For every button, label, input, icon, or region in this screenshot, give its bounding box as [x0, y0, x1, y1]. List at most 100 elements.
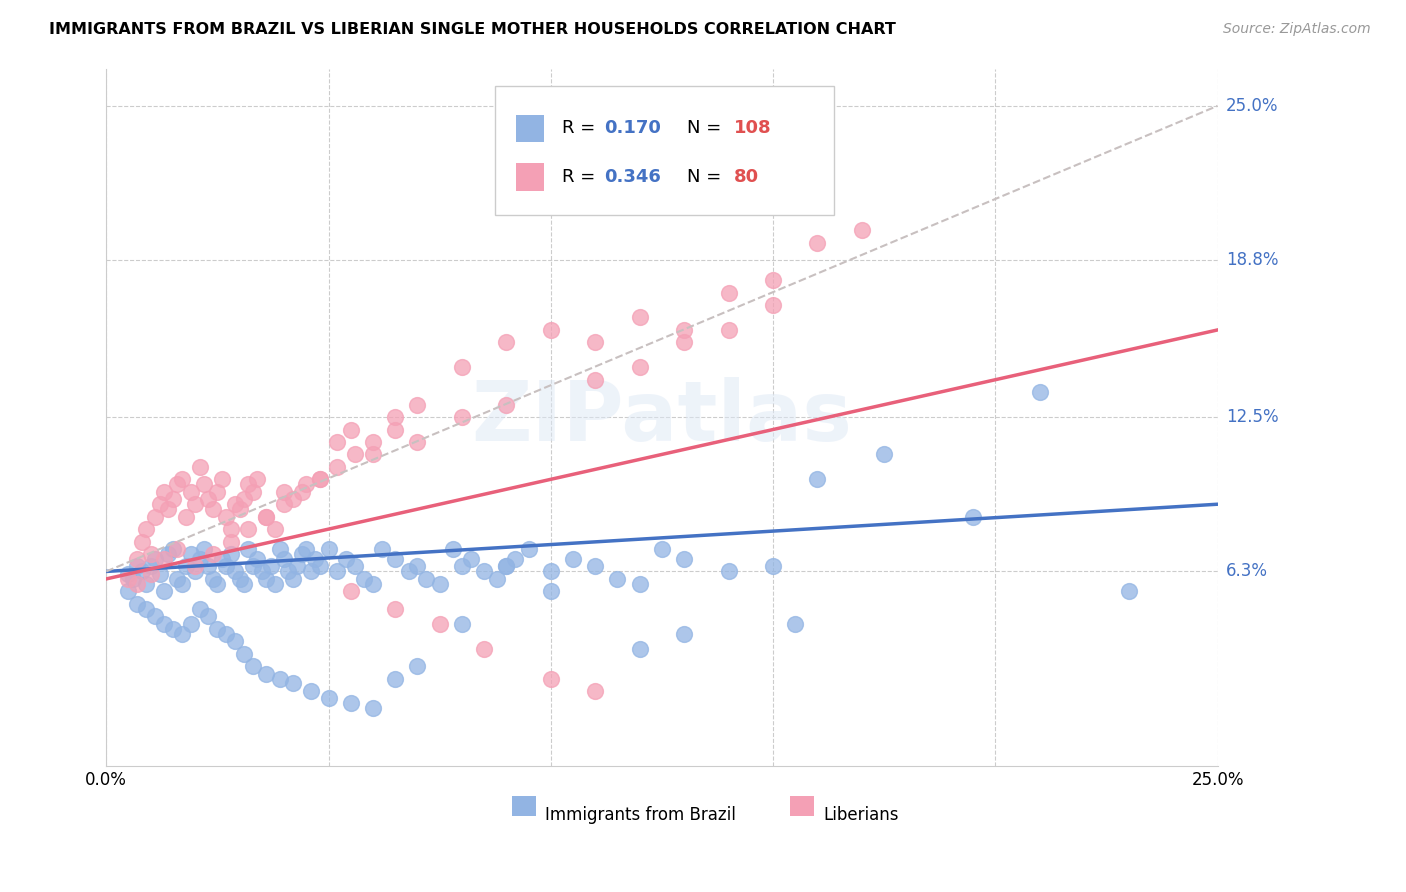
Point	[339, 584, 361, 599]
Text: 0.170: 0.170	[605, 120, 661, 137]
Point	[406, 434, 429, 449]
Point	[170, 577, 193, 591]
Point	[166, 542, 188, 557]
Point	[162, 622, 184, 636]
Point	[224, 565, 246, 579]
FancyBboxPatch shape	[495, 86, 834, 215]
Point	[495, 559, 517, 574]
Point	[215, 626, 238, 640]
Point	[184, 565, 207, 579]
Point	[384, 552, 406, 566]
Point	[260, 559, 283, 574]
Point	[127, 552, 149, 566]
Point	[429, 616, 451, 631]
Point	[962, 509, 984, 524]
Point	[127, 559, 149, 574]
Point	[673, 335, 696, 350]
Point	[450, 360, 472, 375]
Point	[197, 609, 219, 624]
Point	[384, 423, 406, 437]
Point	[673, 552, 696, 566]
Point	[281, 492, 304, 507]
Point	[219, 547, 242, 561]
FancyBboxPatch shape	[790, 797, 814, 816]
Point	[143, 552, 166, 566]
Point	[117, 566, 139, 581]
Point	[384, 602, 406, 616]
Point	[281, 572, 304, 586]
Text: R =: R =	[562, 169, 600, 186]
Point	[308, 472, 330, 486]
Point	[1029, 385, 1052, 400]
Point	[139, 559, 162, 574]
Point	[495, 398, 517, 412]
Point	[139, 566, 162, 581]
Point	[197, 492, 219, 507]
Point	[224, 497, 246, 511]
Text: 6.3%: 6.3%	[1226, 563, 1268, 581]
Point	[339, 697, 361, 711]
Text: 108: 108	[734, 120, 772, 137]
Point	[851, 223, 873, 237]
Text: ZIPatlas: ZIPatlas	[471, 376, 852, 458]
Point	[184, 497, 207, 511]
Text: 80: 80	[734, 169, 759, 186]
Point	[254, 666, 277, 681]
Point	[762, 273, 785, 287]
Point	[254, 509, 277, 524]
Point	[188, 602, 211, 616]
Point	[651, 542, 673, 557]
Point	[246, 472, 269, 486]
Point	[762, 298, 785, 312]
Point	[785, 616, 807, 631]
Point	[180, 547, 202, 561]
Point	[201, 572, 224, 586]
Point	[450, 559, 472, 574]
Point	[135, 577, 157, 591]
Point	[308, 559, 330, 574]
Point	[406, 559, 429, 574]
Point	[219, 534, 242, 549]
Point	[472, 565, 495, 579]
Point	[628, 641, 651, 656]
Point	[384, 410, 406, 425]
Point	[318, 691, 340, 706]
Point	[269, 672, 291, 686]
Point	[207, 622, 229, 636]
Point	[207, 484, 229, 499]
Point	[717, 323, 740, 337]
Point	[361, 434, 384, 449]
Point	[495, 559, 517, 574]
Point	[517, 542, 540, 557]
Point	[162, 492, 184, 507]
Point	[873, 447, 896, 461]
Point	[143, 609, 166, 624]
Point	[254, 509, 277, 524]
Point	[135, 522, 157, 536]
Point	[273, 497, 295, 511]
Point	[326, 565, 349, 579]
Point	[291, 484, 314, 499]
Point	[361, 447, 384, 461]
Text: Liberians: Liberians	[823, 806, 898, 824]
Point	[250, 565, 273, 579]
Point	[281, 676, 304, 690]
Text: 0.346: 0.346	[605, 169, 661, 186]
Point	[233, 492, 256, 507]
Point	[717, 565, 740, 579]
Point	[170, 626, 193, 640]
Point	[184, 559, 207, 574]
FancyBboxPatch shape	[516, 163, 544, 191]
Point	[371, 542, 394, 557]
Point	[215, 509, 238, 524]
Point	[149, 566, 172, 581]
Point	[339, 423, 361, 437]
Point	[117, 584, 139, 599]
Point	[540, 323, 562, 337]
Point	[806, 472, 828, 486]
Text: 18.8%: 18.8%	[1226, 252, 1278, 269]
Point	[117, 572, 139, 586]
FancyBboxPatch shape	[516, 114, 544, 143]
Point	[238, 522, 260, 536]
Point	[127, 577, 149, 591]
